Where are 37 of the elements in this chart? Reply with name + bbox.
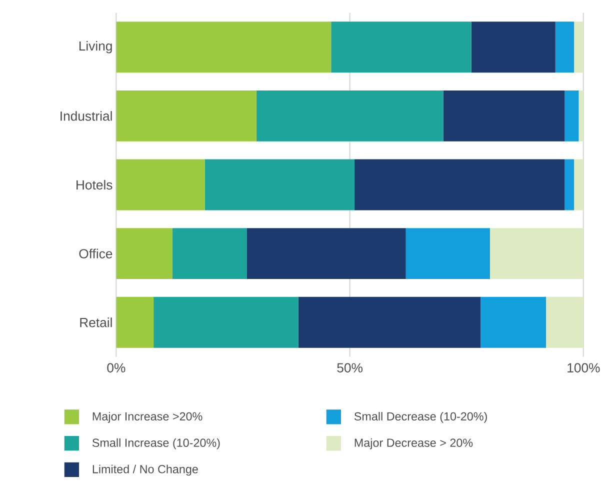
bar [256, 90, 444, 142]
bar [247, 228, 406, 280]
bar [406, 228, 490, 280]
bar [574, 159, 584, 210]
bar [471, 22, 556, 73]
bar [564, 159, 574, 210]
bar [574, 22, 584, 73]
bar [116, 228, 172, 280]
bar [154, 296, 298, 348]
bar [354, 159, 565, 210]
bar [116, 159, 205, 210]
bar [116, 296, 154, 348]
legend-label: Major Decrease > 20% [354, 438, 473, 450]
y-tick-label: Living [79, 41, 112, 54]
bar [546, 296, 584, 348]
bar [443, 90, 565, 142]
legend-label: Limited / No Change [92, 464, 198, 476]
bar [298, 296, 481, 348]
x-tick-label: 0% [107, 363, 126, 373]
bar [116, 90, 256, 142]
y-tick-label: Hotels [76, 180, 112, 190]
bar [490, 228, 584, 280]
bar [204, 159, 354, 210]
bar [116, 22, 332, 73]
bar [331, 22, 472, 73]
bar [564, 90, 579, 142]
y-tick-label: Industrial [60, 111, 112, 121]
bar [480, 296, 546, 348]
legend-label: Small Increase (10-20%) [92, 438, 220, 450]
x-tick-label: 100% [568, 363, 600, 373]
x-tick-label: 50% [337, 363, 362, 373]
y-tick-label: Office [79, 248, 112, 258]
legend-label: Major Increase >20% [92, 412, 202, 423]
bar [172, 228, 248, 280]
y-tick-label: Retail [80, 318, 112, 328]
legend-label: Small Decrease (10-20%) [354, 412, 487, 423]
bar [555, 22, 574, 73]
